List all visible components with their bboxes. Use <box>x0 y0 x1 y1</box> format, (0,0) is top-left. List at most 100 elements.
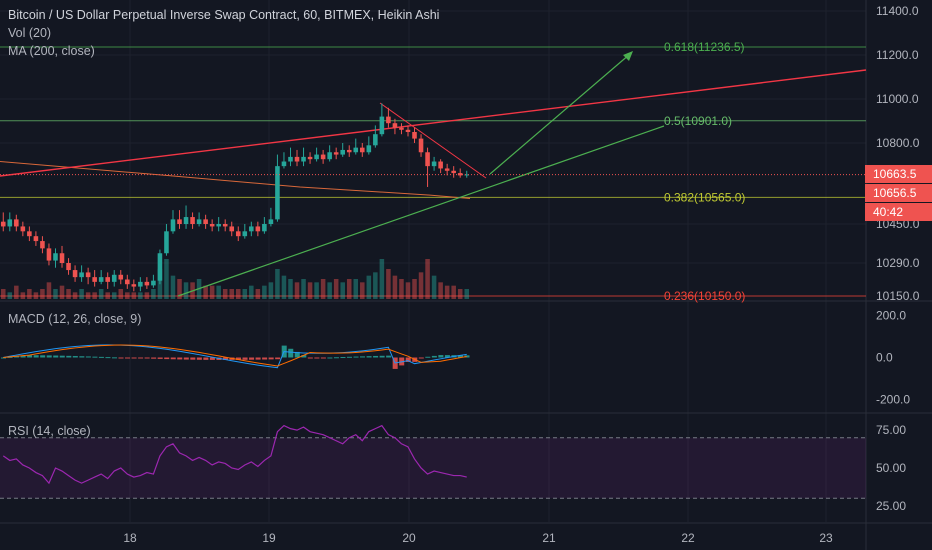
volume-bar <box>275 269 280 299</box>
macd-histogram-bar <box>79 356 85 358</box>
macd-histogram-bar <box>203 357 209 360</box>
candle-body <box>333 152 339 155</box>
macd-histogram-bar <box>379 355 385 358</box>
volume-bar <box>236 289 241 299</box>
macd-signal-line <box>3 344 467 367</box>
candle-body <box>111 274 117 282</box>
macd-histogram-bar <box>190 357 196 360</box>
macd-histogram-bar <box>14 356 20 358</box>
macd-histogram-bar <box>333 357 339 359</box>
volume-bar <box>281 275 287 299</box>
macd-histogram-bar <box>144 357 150 359</box>
candle-body <box>20 226 26 232</box>
volume-bar <box>111 292 117 299</box>
volume-bar <box>249 285 254 299</box>
candle-body <box>183 217 189 224</box>
macd-histogram-bar <box>46 355 52 358</box>
time-tick-label: 21 <box>542 531 556 545</box>
volume-bar <box>79 289 84 299</box>
volume-bar <box>373 272 378 299</box>
candle-body <box>131 284 137 287</box>
macd-histogram-bar <box>438 355 444 358</box>
macd-indicator-label[interactable]: MACD (12, 26, close, 9) <box>8 312 142 326</box>
volume-bar <box>59 285 65 299</box>
volume-bar <box>125 292 130 299</box>
macd-histogram-bar <box>418 357 424 359</box>
candle-body <box>92 277 97 282</box>
volume-bar <box>242 289 248 299</box>
macd-histogram-bar <box>314 357 320 359</box>
macd-histogram-bar <box>346 356 352 358</box>
fib-level-label: 0.5(10901.0) <box>664 114 732 128</box>
candle-body <box>222 224 228 227</box>
candle-body <box>33 236 39 242</box>
candle-body <box>157 253 163 281</box>
volume-bar <box>209 285 215 299</box>
candle-body <box>320 154 326 160</box>
macd-histogram-bar <box>177 357 183 360</box>
price-tick-label: 10800.0 <box>876 136 920 150</box>
macd-histogram-bar <box>33 355 39 358</box>
macd-histogram-bar <box>105 357 111 359</box>
price-tick-label: 11000.0 <box>876 92 919 106</box>
projection-arrow-line <box>489 53 631 175</box>
candle-body <box>373 134 378 146</box>
volume-bar <box>418 272 424 299</box>
volume-bar <box>1 289 6 299</box>
rsi-indicator-label[interactable]: RSI (14, close) <box>8 424 91 438</box>
candle-body <box>40 241 45 249</box>
volume-bar <box>46 282 52 299</box>
macd-histogram-bar <box>209 357 215 360</box>
macd-histogram-bar <box>457 355 463 358</box>
candle-body <box>203 219 208 224</box>
time-tick-label: 22 <box>681 531 695 545</box>
volume-bar <box>412 279 417 299</box>
candle-body <box>98 277 104 282</box>
candle-body <box>79 272 84 278</box>
macd-histogram-bar <box>151 357 157 359</box>
macd-tick-label: 200.0 <box>876 309 906 323</box>
candle-body <box>451 170 456 174</box>
candle-body <box>275 166 280 220</box>
candle-body <box>14 219 19 227</box>
rsi-tick-label: 50.00 <box>876 461 906 475</box>
macd-histogram-bar <box>66 355 72 358</box>
volume-bar <box>301 279 306 299</box>
candle-body <box>346 149 352 153</box>
volume-indicator-label[interactable]: Vol (20) <box>8 26 52 40</box>
candle-body <box>405 129 411 132</box>
candle-body <box>53 253 58 261</box>
volume-bar <box>131 292 137 299</box>
time-tick-label: 20 <box>402 531 416 545</box>
volume-bar <box>20 292 26 299</box>
volume-bar <box>203 285 208 299</box>
volume-bar <box>183 282 189 299</box>
rsi-band-fill <box>0 437 866 499</box>
macd-histogram-bar <box>340 357 346 359</box>
price-tick-label: 11400.0 <box>876 4 919 18</box>
volume-bar <box>425 259 430 299</box>
macd-histogram-bar <box>98 356 104 358</box>
volume-bar <box>314 282 319 299</box>
volume-bar <box>431 275 437 299</box>
macd-histogram-bar <box>118 357 124 359</box>
candle-body <box>360 147 365 153</box>
macd-histogram-bar <box>255 357 261 360</box>
candle-body <box>379 116 385 135</box>
volume-bar <box>366 275 372 299</box>
chart-title: Bitcoin / US Dollar Perpetual Inverse Sw… <box>8 8 440 22</box>
volume-bar <box>53 289 58 299</box>
candle-body <box>151 280 156 286</box>
candle-body <box>412 132 417 139</box>
macd-histogram-bar <box>1 357 7 359</box>
candle-body <box>255 226 261 232</box>
ma-indicator-label[interactable]: MA (200, close) <box>8 44 95 58</box>
macd-histogram-bar <box>373 355 379 358</box>
descending-trendline <box>379 102 487 179</box>
candle-body <box>438 161 443 169</box>
rsi-tick-label: 75.00 <box>876 423 906 437</box>
time-tick-label: 19 <box>262 531 276 545</box>
candle-body <box>431 161 437 167</box>
volume-bar <box>92 292 97 299</box>
